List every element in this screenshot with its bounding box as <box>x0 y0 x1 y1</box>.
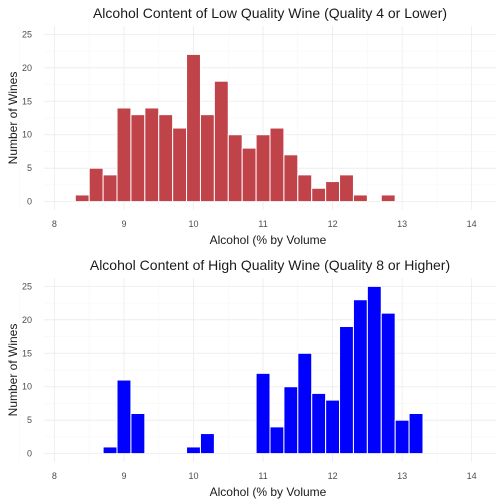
bars <box>102 285 424 455</box>
bar <box>339 174 354 203</box>
bar <box>269 127 285 203</box>
bars <box>74 53 396 203</box>
bar <box>297 352 313 455</box>
bar <box>255 372 271 455</box>
bar <box>380 312 396 455</box>
x-tick-label: 8 <box>52 471 57 481</box>
bar <box>380 194 396 203</box>
y-axis-label: Number of Wines <box>6 72 20 165</box>
bar <box>102 446 118 455</box>
bar <box>297 174 313 203</box>
bar <box>130 412 146 455</box>
bar <box>352 299 368 455</box>
bar <box>283 154 299 203</box>
y-tick-label: 25 <box>22 29 32 39</box>
x-tick-label: 14 <box>467 471 477 481</box>
y-tick-label: 20 <box>22 63 32 73</box>
x-tick-label: 13 <box>397 219 407 229</box>
x-tick-label: 12 <box>328 471 338 481</box>
bar <box>186 53 201 203</box>
chart-panel-1: 8 9 10 11 12 13 14 0 5 10 15 20 25 Alcohol Content of… <box>6 5 496 247</box>
bar <box>352 194 368 203</box>
bar <box>130 114 146 203</box>
chart-panel-2: 8 9 10 11 12 13 14 0 5 10 15 20 25 Alcohol Content of… <box>6 257 496 499</box>
x-axis-label: Alcohol (% by Volume <box>210 233 327 247</box>
x-tick-label: 14 <box>467 219 477 229</box>
x-tick-label: 11 <box>258 471 267 481</box>
x-tick-label: 13 <box>397 471 407 481</box>
y-axis-label: Number of Wines <box>6 324 20 417</box>
bar <box>339 326 354 455</box>
bar <box>116 379 132 455</box>
bar <box>199 114 215 203</box>
bar <box>325 399 341 455</box>
bar <box>116 107 132 203</box>
bar <box>213 80 229 203</box>
bar <box>311 187 327 203</box>
bar <box>144 107 160 203</box>
bar <box>74 194 90 203</box>
bar <box>227 134 243 203</box>
x-axis-label: Alcohol (% by Volume <box>210 485 327 499</box>
y-tick-label: 15 <box>22 348 32 358</box>
bar <box>394 419 410 455</box>
y-tick-label: 0 <box>27 449 32 459</box>
bar <box>186 446 201 455</box>
chart-title: Alcohol Content of Low Quality Wine (Qua… <box>93 5 447 21</box>
bar <box>88 167 104 203</box>
x-tick-label: 9 <box>121 219 126 229</box>
y-tick-label: 20 <box>22 315 32 325</box>
y-tick-label: 10 <box>22 130 32 140</box>
bar <box>283 386 299 455</box>
bar <box>311 392 327 455</box>
chart-title: Alcohol Content of High Quality Wine (Qu… <box>90 257 450 273</box>
bar <box>269 426 285 455</box>
y-tick-label: 15 <box>22 96 32 106</box>
x-tick-label: 12 <box>328 219 338 229</box>
bar <box>199 433 215 455</box>
bar <box>172 127 188 203</box>
bar <box>325 181 341 203</box>
y-tick-label: 5 <box>27 415 32 425</box>
y-tick-label: 25 <box>22 281 32 291</box>
bar <box>366 285 382 455</box>
y-tick-label: 0 <box>27 197 32 207</box>
x-tick-label: 10 <box>188 219 198 229</box>
bar <box>408 412 424 455</box>
y-tick-label: 5 <box>27 163 32 173</box>
bar <box>241 147 257 203</box>
x-tick-label: 9 <box>121 471 126 481</box>
y-tick-label: 10 <box>22 382 32 392</box>
x-tick-label: 8 <box>52 219 57 229</box>
bar <box>102 174 118 203</box>
x-tick-label: 10 <box>188 471 198 481</box>
x-tick-label: 11 <box>258 219 267 229</box>
bar <box>158 114 174 203</box>
bar <box>255 134 271 203</box>
